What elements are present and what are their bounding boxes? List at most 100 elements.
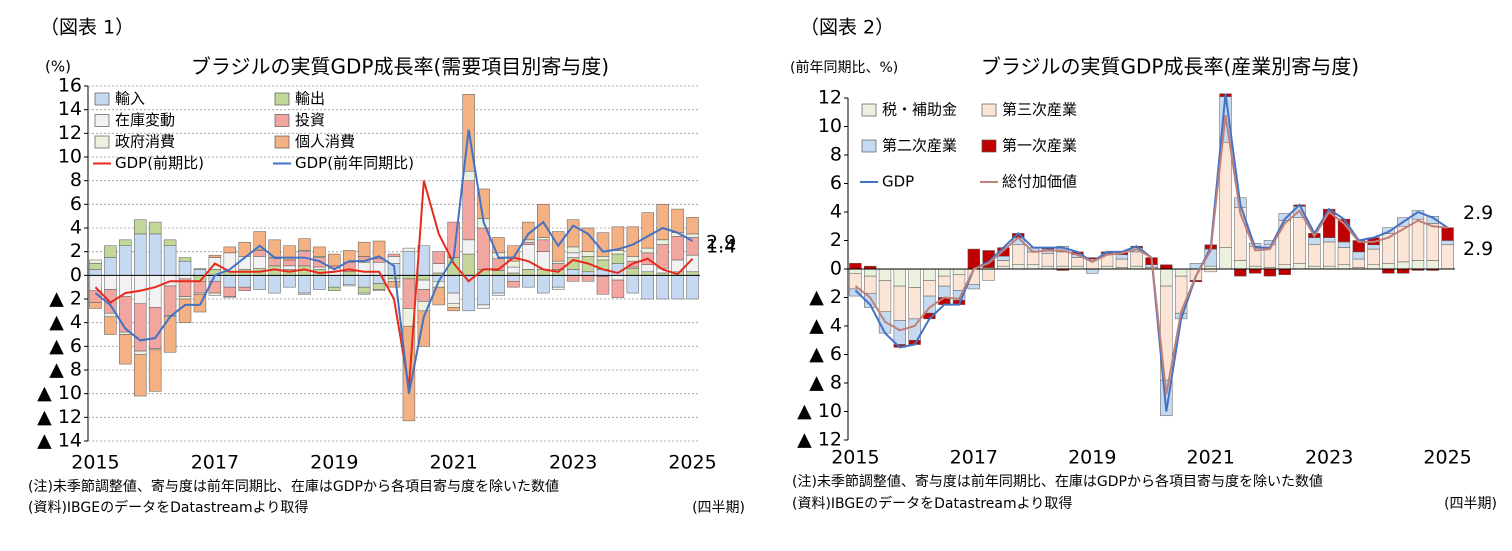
bar-segment <box>372 289 386 291</box>
bar-segment <box>357 292 371 295</box>
bar-segment <box>104 312 117 318</box>
bar-segment <box>1426 216 1439 224</box>
bar-segment <box>328 253 341 267</box>
bar-segment <box>551 260 565 264</box>
chart-title: ブラジルの実質GDP成長率(需要項目別寄与度) <box>191 55 609 79</box>
legend-swatch <box>274 92 290 106</box>
y-tick-label: ▲ 4 <box>49 311 82 333</box>
bar-segment <box>849 268 862 274</box>
y-tick-label: 12 <box>818 87 842 109</box>
bar-segment <box>477 304 490 309</box>
bar-segment <box>626 267 640 276</box>
bar-segment <box>148 275 162 308</box>
bar-segment <box>893 268 906 287</box>
bar-segment <box>1411 218 1425 261</box>
bar-segment <box>1012 264 1025 270</box>
y-tick-label: 2 <box>830 229 842 251</box>
figure-label: （図表 1） <box>40 17 134 39</box>
bar-segment <box>686 271 699 276</box>
legend-swatch <box>94 114 110 127</box>
bar-segment <box>1308 237 1321 246</box>
bar-segment <box>686 233 699 238</box>
bar-segment <box>134 354 147 397</box>
bar-segment <box>923 280 936 297</box>
bar-segment <box>1012 244 1025 265</box>
bar-segment <box>119 239 132 246</box>
y-tick-label: 4 <box>70 217 82 239</box>
bar-segment <box>864 292 877 308</box>
bar-segment <box>656 239 669 245</box>
bar-segment <box>1337 264 1351 270</box>
bar-segment <box>477 275 490 306</box>
bar-segment <box>104 257 117 276</box>
legend-label: 在庫変動 <box>115 111 175 129</box>
bar-segment <box>878 268 892 281</box>
legend-swatch <box>94 135 110 149</box>
bar-segment <box>402 325 416 422</box>
bar-segment <box>134 350 147 355</box>
bar-segment <box>686 275 699 300</box>
bar-segment <box>447 307 460 312</box>
bar-segment <box>641 271 654 276</box>
bar-segment <box>1160 268 1173 287</box>
bar-segment <box>432 263 446 274</box>
y-tick-label: 6 <box>830 172 842 194</box>
legend-label: 第二次産業 <box>882 137 957 155</box>
x-tick-label: 2021 <box>430 452 478 474</box>
bar-segment <box>89 269 102 276</box>
bar-segment <box>1234 268 1247 277</box>
bar-segment <box>522 221 535 241</box>
bar-segment <box>1086 268 1099 274</box>
period-label: (四半期) <box>692 500 745 516</box>
bar-segment <box>387 281 401 288</box>
bar-segment <box>1382 268 1395 274</box>
note: (注)未季節調整値、寄与度は前年同期比、在庫はGDPから各項目寄与度を除いた数値 <box>28 478 559 495</box>
bar-segment <box>507 266 520 274</box>
bar-segment <box>253 250 266 257</box>
bar-segment <box>938 285 951 298</box>
bar-segment <box>104 316 117 335</box>
line <box>94 180 694 388</box>
bar-segment <box>566 219 580 248</box>
bar-segment <box>1189 280 1203 283</box>
bar-segment <box>537 239 550 252</box>
bar-segment <box>417 289 431 302</box>
bar-segment <box>1352 258 1365 268</box>
bar-segment <box>849 263 862 270</box>
bar-segment <box>581 271 595 276</box>
bar-segment <box>387 253 401 257</box>
bar-segment <box>417 275 431 281</box>
bar-segment <box>402 247 416 252</box>
bar-segment <box>1293 217 1306 264</box>
bar-segment <box>1026 264 1040 270</box>
legend-swatch <box>274 114 290 127</box>
bar-segment <box>641 264 654 273</box>
bar-segment <box>163 285 177 316</box>
bar-segment <box>208 254 222 258</box>
legend-swatch <box>861 103 877 117</box>
bar-segment <box>522 244 535 270</box>
bar-segment <box>878 280 892 312</box>
bar-segment <box>507 245 520 262</box>
y-tick-label: 0 <box>70 264 82 286</box>
bar-segment <box>1308 244 1321 267</box>
bar-segment <box>537 237 550 241</box>
y-tick-label: ▲ 12 <box>37 406 82 428</box>
bar-segment <box>611 253 625 264</box>
bar-segment <box>611 250 625 255</box>
bar-segment <box>1234 260 1247 270</box>
legend-swatch <box>94 92 110 106</box>
bar-segment <box>671 208 684 233</box>
legend-swatch <box>981 103 997 117</box>
bar-segment <box>1160 264 1173 270</box>
bar-segment <box>566 252 580 258</box>
bar-segment <box>1441 244 1454 270</box>
bar-segment <box>581 251 595 257</box>
bar-segment <box>952 274 966 291</box>
bar-segment <box>923 268 936 281</box>
bar-segment <box>342 271 356 276</box>
bar-segment <box>462 239 475 255</box>
bar-segment <box>462 180 475 241</box>
y-tick-label: ▲ 6 <box>49 335 82 357</box>
bar-segment <box>1263 240 1277 246</box>
